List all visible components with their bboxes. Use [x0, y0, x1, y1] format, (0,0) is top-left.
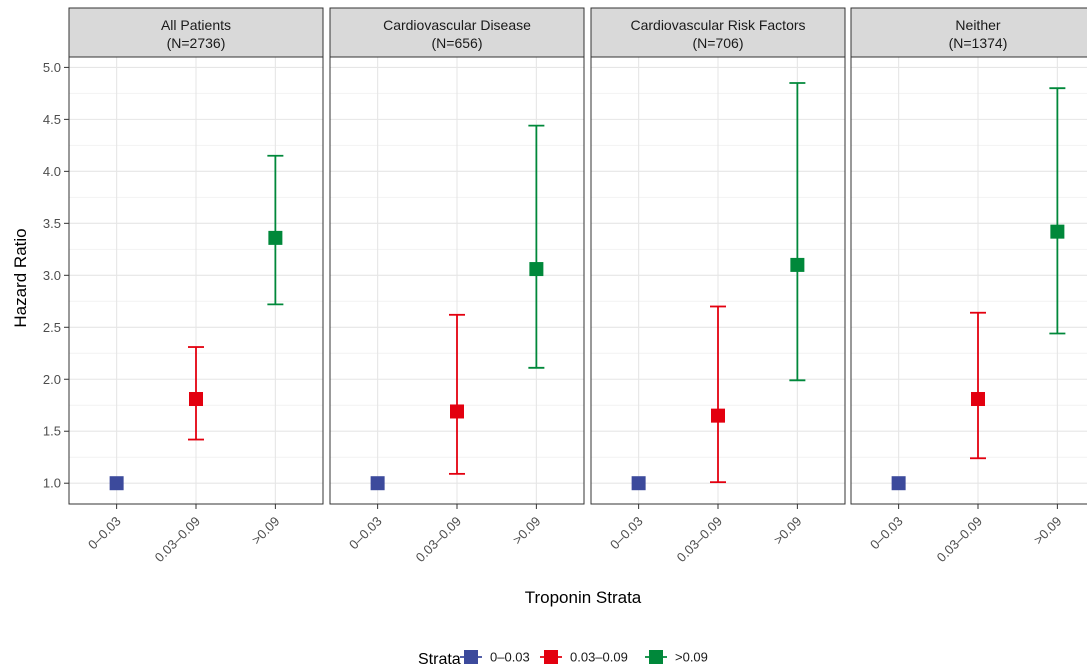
x-tick-label: 0–0.03 — [85, 514, 124, 553]
x-tick-label: >0.09 — [510, 514, 544, 548]
facet-strip-title: All Patients — [161, 17, 231, 33]
hazard-ratio-point — [109, 476, 124, 491]
legend-label: 0.03–0.09 — [570, 650, 628, 665]
x-tick-label: 0.03–0.09 — [674, 514, 726, 566]
facet-panel: All Patients (N=2736) 0–0.03 0.03–0.09 >0.09 — [68, 7, 324, 566]
facet-strip-subtitle: (N=656) — [432, 35, 483, 51]
x-tick-label: 0.03–0.09 — [413, 514, 465, 566]
x-tick-label: >0.09 — [249, 514, 283, 548]
y-tick-label: 3.5 — [43, 216, 61, 231]
hazard-ratio-point — [450, 404, 464, 419]
y-axis: 1.0 1.5 2.0 2.5 3.0 3.5 4.0 4.5 5.0 — [43, 60, 69, 491]
panels-layer: All Patients (N=2736) 0–0.03 0.03–0.09 >0.09… — [68, 7, 1087, 566]
legend-label: 0–0.03 — [490, 650, 530, 665]
y-tick-label: 2.0 — [43, 372, 61, 387]
facet-strip — [329, 7, 585, 58]
facet-panel: Neither (N=1374) 0–0.03 0.03–0.09 >0.09 — [850, 7, 1087, 566]
x-tick-label: >0.09 — [771, 514, 805, 548]
hazard-ratio-point — [268, 230, 283, 245]
y-tick-label: 2.5 — [43, 320, 61, 335]
facet-strip-title: Cardiovascular Risk Factors — [630, 17, 805, 33]
hazard-ratio-point — [1050, 224, 1065, 239]
hazard-ratio-point — [971, 392, 985, 407]
legend-entry: >0.09 — [645, 650, 708, 665]
hazard-ratio-point — [790, 257, 805, 272]
x-tick-label: 0.03–0.09 — [934, 514, 986, 566]
y-tick-label: 1.0 — [43, 476, 61, 491]
legend: Strata 0–0.03 0.03–0.09 >0.09 — [418, 650, 708, 669]
x-tick-label: 0–0.03 — [346, 514, 385, 553]
legend-key-marker — [544, 650, 558, 664]
x-tick-label: >0.09 — [1031, 514, 1065, 548]
legend-key-marker — [464, 650, 478, 664]
facet-strip — [850, 7, 1087, 58]
legend-entry: 0–0.03 — [460, 650, 530, 665]
x-axis-title: Troponin Strata — [525, 588, 642, 607]
panel-background — [851, 57, 1087, 504]
legend-key-marker — [649, 650, 663, 664]
hazard-ratio-point — [891, 476, 906, 491]
x-tick-label: 0–0.03 — [867, 514, 906, 553]
legend-label: >0.09 — [675, 650, 708, 665]
facet-strip-title: Neither — [955, 17, 1000, 33]
facet-strip — [590, 7, 846, 58]
y-tick-label: 4.5 — [43, 112, 61, 127]
hazard-ratio-point — [711, 408, 725, 423]
hazard-ratio-point — [529, 262, 544, 277]
y-tick-label: 5.0 — [43, 60, 61, 75]
hazard-ratio-point — [370, 476, 385, 491]
facet-strip-title: Cardiovascular Disease — [383, 17, 531, 33]
y-axis-title: Hazard Ratio — [11, 228, 30, 327]
facet-panel: Cardiovascular Risk Factors (N=706) 0–0.03… — [590, 7, 846, 566]
legend-title: Strata — [418, 651, 461, 668]
facet-strip-subtitle: (N=706) — [693, 35, 744, 51]
y-tick-label: 1.5 — [43, 424, 61, 439]
hazard-ratio-point — [631, 476, 646, 491]
y-tick-label: 3.0 — [43, 268, 61, 283]
facet-strip-subtitle: (N=2736) — [167, 35, 226, 51]
legend-entry: 0.03–0.09 — [540, 650, 628, 665]
x-tick-label: 0–0.03 — [607, 514, 646, 553]
facet-strip — [68, 7, 324, 58]
facet-panel: Cardiovascular Disease (N=656) 0–0.03 0.03–… — [329, 7, 585, 566]
facet-strip-subtitle: (N=1374) — [949, 35, 1008, 51]
x-tick-label: 0.03–0.09 — [152, 514, 204, 566]
hazard-ratio-point — [189, 392, 203, 407]
y-tick-label: 4.0 — [43, 164, 61, 179]
